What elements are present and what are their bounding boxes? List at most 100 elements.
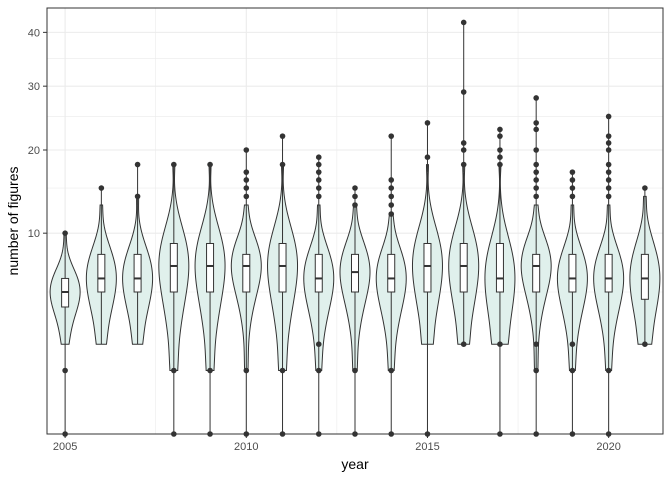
outlier-point [243, 177, 250, 183]
violin-group-2006 [85, 185, 117, 345]
outlier-point [352, 367, 358, 374]
outlier-point [605, 133, 612, 139]
violin-group-2008 [158, 161, 190, 437]
outlier-point [460, 140, 467, 146]
violin-group-2010 [230, 147, 262, 437]
outlier-point [569, 341, 576, 347]
box-2008 [169, 242, 178, 293]
outlier-point [315, 341, 322, 347]
violin-group-2015 [411, 120, 443, 437]
violin-layer [49, 19, 661, 437]
y-tick-label: 10 [28, 228, 40, 240]
box-2006 [97, 253, 106, 293]
violin-group-2017 [484, 126, 516, 437]
y-tick-label: 40 [28, 27, 40, 39]
y-tick-label: 20 [28, 145, 40, 157]
box-2010 [242, 253, 251, 293]
box-2012 [314, 253, 323, 293]
outlier-point [171, 367, 177, 374]
outlier-point [569, 367, 576, 374]
outlier-point [424, 154, 431, 160]
violin-group-2019 [556, 169, 588, 437]
outlier-point [243, 185, 250, 191]
box-2007 [133, 253, 142, 293]
outlier-point [605, 367, 612, 374]
outlier-point [569, 185, 576, 191]
x-tick-label: 2010 [234, 441, 258, 453]
outlier-point [497, 133, 503, 139]
outlier-point [533, 147, 539, 153]
outlier-point [533, 177, 539, 183]
outlier-point [315, 161, 322, 168]
outlier-point [315, 185, 322, 191]
outlier-point [388, 185, 395, 191]
outlier-point [315, 367, 322, 374]
outlier-point [605, 185, 612, 191]
outlier-point [62, 230, 68, 236]
violin-group-2007 [122, 161, 154, 345]
box-2017 [495, 242, 504, 293]
box-2009 [206, 242, 215, 293]
outlier-point [642, 185, 648, 191]
outlier-point [569, 169, 576, 175]
outlier-point [171, 161, 177, 168]
violin-group-2020 [593, 113, 625, 437]
box-2011 [278, 242, 287, 293]
outlier-point [497, 341, 503, 347]
violin-group-2012 [303, 154, 335, 437]
outlier-point [62, 367, 68, 374]
violin-group-2011 [267, 133, 299, 437]
outlier-point [497, 154, 503, 160]
outlier-point [98, 185, 105, 191]
outlier-point [315, 193, 322, 200]
outlier-point [207, 367, 213, 374]
outlier-point [207, 161, 213, 168]
outlier-point [533, 367, 539, 374]
outlier-point [424, 120, 431, 126]
outlier-point [388, 211, 395, 217]
outlier-point [533, 126, 539, 133]
outlier-point [533, 193, 539, 200]
outlier-point [642, 341, 648, 347]
outlier-point [497, 161, 503, 168]
outlier-point [533, 120, 539, 126]
x-tick-label: 2020 [596, 441, 620, 453]
outlier-point [533, 161, 539, 168]
outlier-point [315, 169, 322, 175]
outlier-point [460, 89, 467, 95]
box-2021 [640, 253, 649, 300]
y-axis-title: number of figures [5, 167, 21, 276]
outlier-point [243, 169, 250, 175]
box-2014 [387, 253, 396, 293]
outlier-point [497, 147, 503, 153]
outlier-point [533, 95, 539, 101]
outlier-point [388, 193, 395, 200]
x-tick-label: 2005 [53, 441, 77, 453]
box-2019 [568, 253, 577, 293]
outlier-point [279, 161, 286, 168]
outlier-point [388, 367, 395, 374]
outlier-point [497, 126, 503, 133]
outlier-point [243, 193, 250, 200]
box-2015 [423, 242, 432, 293]
outlier-point [533, 169, 539, 175]
outlier-point [460, 147, 467, 153]
outlier-point [533, 341, 539, 347]
y-tick-label: 30 [28, 81, 40, 93]
outlier-point [352, 185, 358, 191]
violin-group-2018 [520, 95, 552, 437]
violin-group-2005 [49, 230, 81, 437]
x-axis-title: year [341, 456, 369, 472]
outlier-point [134, 161, 141, 168]
violin-group-2009 [194, 161, 226, 437]
box-2013 [351, 253, 359, 293]
outlier-point [243, 147, 250, 153]
violin-group-2016 [448, 19, 480, 347]
outlier-point [605, 113, 612, 120]
outlier-point [460, 161, 467, 168]
box-2018 [532, 253, 541, 293]
box-2016 [459, 242, 468, 293]
outlier-point [605, 140, 612, 146]
